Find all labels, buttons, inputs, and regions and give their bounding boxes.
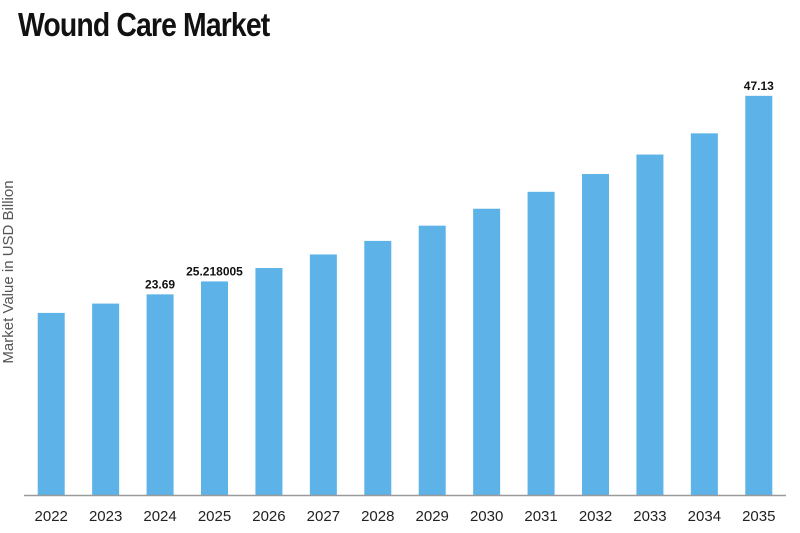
x-tick-label-2022: 2022 xyxy=(35,508,68,525)
x-tick-label-2024: 2024 xyxy=(143,508,176,525)
x-tick-label-2031: 2031 xyxy=(524,508,557,525)
x-tick-label-2029: 2029 xyxy=(416,508,449,525)
x-tick-label-2028: 2028 xyxy=(361,508,394,525)
chart-title: Wound Care Market xyxy=(18,6,270,43)
bar-2026 xyxy=(255,268,283,495)
data-label-2024: 23.69 xyxy=(145,277,175,291)
bar-2025 xyxy=(201,281,228,495)
bar-2030 xyxy=(473,208,501,496)
x-tick-label-2030: 2030 xyxy=(470,508,503,525)
bar-2031 xyxy=(527,191,555,496)
bar-2028 xyxy=(364,240,392,495)
x-tick-label-2026: 2026 xyxy=(252,508,285,525)
bar-2023 xyxy=(92,303,120,495)
x-tick-label-2034: 2034 xyxy=(688,508,721,525)
bars-group xyxy=(37,95,773,496)
bar-2027 xyxy=(309,254,337,495)
data-label-2025: 25.218005 xyxy=(186,264,243,278)
bar-2024 xyxy=(146,294,174,495)
x-tick-labels: 2022 2023 2024 2025 2026 2027 2028 2029 2030 2031… xyxy=(35,508,776,525)
bar-2034 xyxy=(690,133,718,496)
data-labels: 23.69 25.218005 47.13 xyxy=(145,79,774,292)
bar-2035 xyxy=(745,95,773,495)
bar-2033 xyxy=(636,154,664,495)
bar-2029 xyxy=(418,225,446,496)
y-axis-label: Market Value in USD Billion xyxy=(0,180,17,363)
bar-2022 xyxy=(37,312,65,495)
x-tick-label-2025: 2025 xyxy=(198,508,231,525)
x-tick-label-2032: 2032 xyxy=(579,508,612,525)
bar-2032 xyxy=(582,174,609,495)
x-tick-label-2033: 2033 xyxy=(633,508,666,525)
x-tick-label-2023: 2023 xyxy=(89,508,122,525)
x-tick-label-2035: 2035 xyxy=(742,508,775,525)
data-label-2035: 47.13 xyxy=(744,79,774,93)
x-tick-label-2027: 2027 xyxy=(307,508,340,525)
